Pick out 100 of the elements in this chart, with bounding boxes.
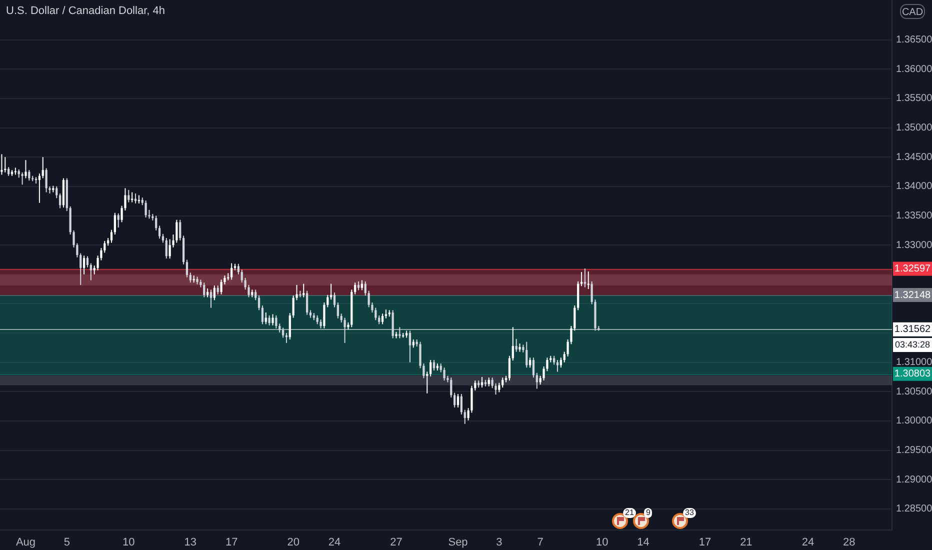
y-tick-label: 1.30000 [896, 416, 932, 427]
candlestick [272, 314, 274, 326]
candlestick [128, 189, 130, 203]
x-tick-label: 17 [225, 536, 238, 549]
x-tick-label: 3 [496, 536, 502, 549]
annotation: 21 [623, 508, 636, 518]
candlestick [275, 314, 278, 329]
text: 03:43:28 [894, 339, 930, 350]
y-tick-label: 1.33500 [896, 210, 932, 222]
candlestick [0, 154, 3, 176]
x-tick-label: 20 [287, 536, 300, 549]
x-tick-label: 13 [184, 536, 197, 549]
y-tick-label: 1.36000 [896, 64, 932, 75]
candlestick [292, 294, 294, 318]
candlestick [155, 215, 158, 231]
y-tick-label: 1.33000 [896, 240, 932, 251]
candlestick [532, 357, 535, 378]
candlestick [258, 294, 260, 311]
x-tick-label: 10 [596, 536, 608, 549]
x-tick-label: Aug [16, 536, 36, 549]
x-tick-label: 14 [637, 536, 650, 549]
candlestick [165, 238, 168, 260]
candlestick [408, 330, 412, 363]
candlestick [302, 283, 305, 298]
candlestick [24, 160, 27, 179]
candlestick [426, 371, 428, 394]
candlestick [536, 372, 538, 390]
candlestick [306, 290, 308, 316]
y-tick-label: 1.31000 [896, 357, 932, 368]
x-tick-label: 17 [698, 536, 712, 549]
candlestick [220, 279, 222, 295]
candlestick [203, 282, 206, 298]
candlestick [528, 357, 532, 368]
annotation: 9 [644, 508, 652, 518]
candlestick [430, 359, 432, 377]
candlestick [556, 359, 559, 372]
candlestick [58, 192, 62, 209]
candlestick [450, 377, 452, 398]
candlestick [56, 186, 58, 199]
candlestick [213, 285, 216, 301]
candlestick [176, 219, 178, 244]
y-tick-label: 1.36500 [896, 34, 932, 46]
candlestick [354, 282, 356, 295]
text: U.S. Dollar / Canadian Dollar, 4h [6, 5, 165, 18]
candlestick [508, 355, 511, 381]
candlestick [237, 263, 240, 275]
candlestick [374, 307, 377, 321]
candlestick [264, 312, 267, 325]
candlestick [381, 313, 384, 325]
x-tick-label: 7 [537, 536, 544, 549]
x-tick-label: 10 [122, 536, 135, 549]
candlestick [261, 304, 264, 325]
ref-line-label: 1.32148 [894, 290, 932, 301]
candlestick [560, 357, 562, 368]
candlestick [45, 168, 48, 193]
candlestick [90, 262, 92, 281]
candlestick [464, 409, 466, 424]
y-tick-label: 1.34000 [896, 181, 932, 192]
ref-line-label: 1.30803 [894, 368, 932, 380]
candlestick [230, 262, 233, 280]
candlestick [254, 289, 257, 301]
ref-line-label: 1.31562 [894, 324, 932, 336]
x-tick-label: 21 [740, 536, 752, 549]
y-tick-label: 1.30500 [896, 386, 932, 398]
candlestick [82, 255, 86, 275]
y-tick-label: 1.29000 [896, 474, 932, 486]
candlestick [288, 312, 291, 340]
candlestick [460, 393, 462, 415]
candlestick [454, 392, 456, 408]
candlestick [282, 327, 284, 338]
candlestick [186, 259, 188, 278]
candlestick [515, 338, 518, 352]
candlestick [392, 310, 394, 339]
candlestick [498, 382, 500, 393]
x-tick-label: 24 [328, 536, 341, 549]
candlestick [580, 272, 583, 287]
candlestick [114, 212, 116, 236]
y-axis-title: CAD [902, 6, 924, 18]
candlestick [456, 393, 460, 408]
y-tick-label: 1.28500 [896, 504, 932, 515]
candlestick [144, 200, 147, 218]
y-tick-label: 1.35000 [896, 122, 932, 134]
y-tick-label: 1.34500 [896, 152, 932, 163]
candlestick [42, 156, 44, 179]
candlestick [86, 256, 89, 268]
candlestick [117, 212, 120, 228]
candlestick [158, 225, 161, 240]
candlestick [21, 172, 24, 186]
candlestick [344, 317, 346, 344]
x-tick-label: Sep [448, 536, 468, 549]
candlestick [168, 238, 171, 260]
ref-line-label: 1.32597 [894, 263, 932, 274]
x-tick-label: 5 [64, 536, 70, 549]
candlestick [360, 280, 364, 291]
candlestick [240, 269, 243, 284]
candlestick [398, 326, 401, 339]
y-tick-label: 1.29500 [896, 445, 932, 456]
candlestick [110, 229, 113, 244]
candlestick [336, 302, 339, 319]
candlestick [210, 289, 212, 308]
